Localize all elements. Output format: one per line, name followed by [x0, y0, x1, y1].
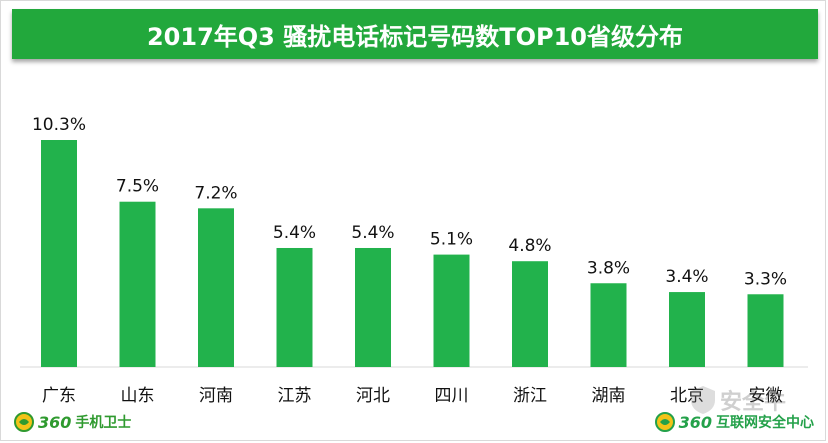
category-label-6: 浙江	[513, 386, 547, 406]
bar-5	[433, 254, 470, 367]
category-label-2: 河南	[199, 386, 233, 406]
bar-value-label-1: 7.5%	[116, 177, 159, 197]
logo-360-mobile-guard: 360 手机卫士	[14, 411, 131, 433]
bars-group: 10.3% 广东 7.5% 山东 7.2% 河南 5.4% 江苏 5.4% 河北 5.1% 四川 4.8…	[32, 115, 787, 406]
bar-0	[41, 140, 77, 367]
bar-9	[747, 294, 784, 367]
logo-left-name: 手机卫士	[75, 415, 132, 431]
bar-7	[590, 283, 627, 367]
bar-value-label-7: 3.8%	[587, 258, 630, 278]
bar-value-label-9: 3.3%	[744, 269, 787, 289]
bar-value-label-4: 5.4%	[351, 223, 394, 243]
bar-2	[198, 208, 234, 367]
bar-6	[512, 261, 548, 367]
logo-right-name: 互联网安全中心	[716, 415, 814, 431]
logo-right-number: 360	[678, 412, 712, 432]
bar-value-label-3: 5.4%	[273, 223, 316, 243]
watermark-text: 安全牛	[720, 390, 787, 415]
watermark-anquanniu: 安全牛	[690, 384, 786, 416]
bar-value-label-2: 7.2%	[194, 183, 237, 203]
bar-value-label-6: 4.8%	[508, 236, 551, 256]
category-label-9: 安徽	[749, 386, 783, 406]
shield-icon	[691, 386, 715, 414]
category-label-7: 湖南	[592, 386, 626, 406]
bar-3	[276, 247, 313, 367]
360-logo-icon	[14, 412, 34, 432]
bar-value-label-5: 5.1%	[430, 230, 473, 250]
bar-1	[119, 201, 156, 367]
category-label-3: 江苏	[278, 386, 312, 406]
bar-8	[669, 292, 705, 367]
category-label-4: 河北	[356, 386, 390, 406]
bar-4	[355, 247, 391, 367]
category-label-1: 山东	[121, 386, 155, 406]
logo-360-internet-security-center: 360 互联网安全中心	[654, 411, 814, 433]
bar-value-label-0: 10.3%	[32, 115, 86, 135]
chart-title-bar: 2017年Q3 骚扰电话标记号码数TOP10省级分布	[12, 9, 818, 59]
360-logo-icon	[654, 412, 675, 432]
category-label-5: 四川	[435, 386, 469, 406]
category-label-0: 广东	[42, 386, 76, 406]
logo-left-number: 360	[38, 412, 72, 432]
bar-value-label-8: 3.4%	[665, 267, 708, 287]
category-label-8: 北京	[670, 386, 704, 406]
chart-title: 2017年Q3 骚扰电话标记号码数TOP10省级分布	[146, 22, 683, 51]
